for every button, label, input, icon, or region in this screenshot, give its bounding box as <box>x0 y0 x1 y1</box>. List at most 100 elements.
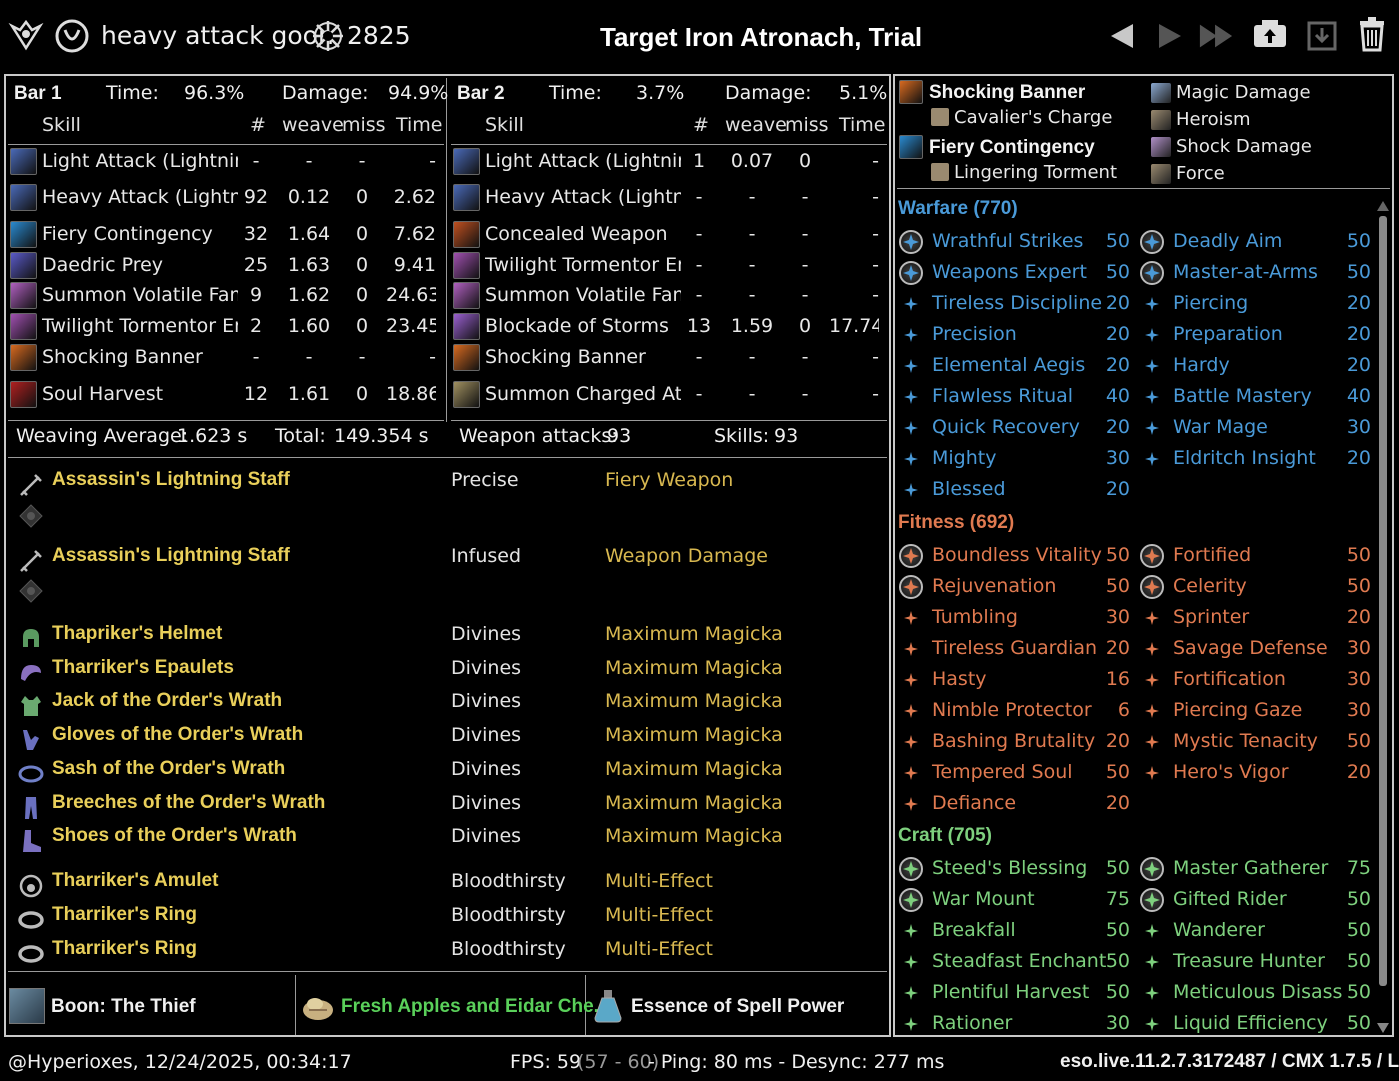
skill-time: - <box>872 186 879 208</box>
star-icon <box>1140 447 1164 471</box>
cp-star-name: Mighty <box>932 447 997 469</box>
skill-weave: - <box>305 150 313 172</box>
star-icon <box>1140 730 1164 754</box>
cp-star-name: Wrathful Strikes <box>932 230 1084 252</box>
skill-weave: - <box>305 346 313 368</box>
skill-time: 18.86 <box>386 383 436 405</box>
class-icon <box>54 18 90 54</box>
skill-count: - <box>695 254 703 276</box>
bar2-label: Bar 2 <box>457 83 505 104</box>
gear-name[interactable]: Assassin's Lightning Staff <box>52 545 290 566</box>
lightning-staff-icon <box>453 184 480 211</box>
fiery-contingency-icon <box>899 135 923 159</box>
skill-weave: 1.60 <box>287 315 331 337</box>
skill-miss: - <box>801 223 809 245</box>
scroll-thumb[interactable] <box>1379 216 1387 986</box>
shocking-banner-icon <box>10 344 37 371</box>
status-bar: @Hyperioxes, 12/24/2025, 00:34:17 FPS: 5… <box>0 1041 1399 1081</box>
cp-star-name: Precision <box>932 323 1017 345</box>
skills-value: 93 <box>774 425 799 447</box>
skill-count: 92 <box>243 186 269 208</box>
star-icon <box>1140 919 1164 943</box>
upload-icon[interactable] <box>1252 16 1288 52</box>
bar1-footer-divider <box>8 420 444 421</box>
gear-name[interactable]: Gloves of the Order's Wrath <box>52 724 304 745</box>
next-fight-icon[interactable] <box>1152 18 1188 54</box>
shoes-icon <box>16 826 46 856</box>
gear-enchant: Maximum Magicka <box>605 657 783 679</box>
status-fps-range: (57 - 60) <box>577 1051 660 1073</box>
cp-star-name: Rationer <box>932 1012 1013 1034</box>
gear-enchant: Fiery Weapon <box>605 469 734 491</box>
fiery-contingency-icon <box>10 221 37 248</box>
gear-trait: Precise <box>451 469 519 491</box>
save-icon[interactable] <box>1304 18 1340 54</box>
star-icon <box>1140 385 1164 409</box>
bar2-col-count: # <box>693 114 709 136</box>
ring-icon <box>16 939 46 969</box>
skill-miss: 0 <box>355 186 369 208</box>
skill-time: - <box>872 346 879 368</box>
weaving-average-value: 1.623 s <box>177 425 248 447</box>
scroll-up-icon[interactable] <box>1376 198 1390 212</box>
cp-star-value: 20 <box>1346 354 1371 376</box>
delete-icon[interactable] <box>1354 16 1390 52</box>
morph-icon <box>931 163 949 181</box>
star-icon <box>1140 292 1164 316</box>
cp-star-value: 50 <box>1105 857 1130 879</box>
skill-weave: 0.12 <box>287 186 331 208</box>
cp-star-name: Rejuvenation <box>932 575 1057 597</box>
gear-trait: Divines <box>451 792 522 814</box>
gear-enchant: Weapon Damage <box>605 545 768 567</box>
skill-miss: - <box>358 346 366 368</box>
skill-count: 12 <box>243 383 269 405</box>
gear-enchant: Maximum Magicka <box>605 724 783 746</box>
gear-name[interactable]: Breeches of the Order's Wrath <box>52 792 326 813</box>
skill-time: - <box>872 150 879 172</box>
skill-count: - <box>695 284 703 306</box>
skill-weave: - <box>748 383 756 405</box>
gear-enchant: Multi-Effect <box>605 904 713 926</box>
gear-name[interactable]: Tharriker's Epaulets <box>52 657 234 678</box>
cp-star-value: 75 <box>1105 888 1130 910</box>
skill-weave: 1.59 <box>730 315 774 337</box>
cp-star-name: Preparation <box>1173 323 1283 345</box>
gear-name[interactable]: Assassin's Lightning Staff <box>52 469 290 490</box>
cp-star-value: 50 <box>1346 981 1371 1003</box>
charged-atronach-icon <box>453 381 480 408</box>
gear-name[interactable]: Thарriker's Helmet <box>52 623 223 644</box>
cp-star-name: Tempered Soul <box>932 761 1073 783</box>
gear-name[interactable]: Jack of the Order's Wrath <box>52 690 283 711</box>
cp-star-name: Tireless Guardian <box>932 637 1098 659</box>
alliance-emblem-icon <box>8 18 44 54</box>
scroll-down-icon[interactable] <box>1376 1020 1390 1034</box>
food-icon <box>301 990 335 1024</box>
bar2-time-value: 3.7% <box>636 82 685 104</box>
gear-name[interactable]: Sash of the Order's Wrath <box>52 758 286 779</box>
previous-fight-icon[interactable] <box>1104 18 1140 54</box>
gear-name[interactable]: Tharriker's Amulet <box>52 870 219 891</box>
cp-star-value: 40 <box>1105 385 1130 407</box>
cp-star-name: Battle Mastery <box>1173 385 1312 407</box>
skill-miss: - <box>801 186 809 208</box>
weapon-attacks-value: 93 <box>607 425 632 447</box>
fight-title: Target Iron Atronach, Trial <box>600 22 923 52</box>
skill-weave: - <box>748 223 756 245</box>
cp-star-name: Fortified <box>1173 544 1252 566</box>
gear-trait: Divines <box>451 758 522 780</box>
gear-name[interactable]: Tharriker's Ring <box>52 904 197 925</box>
gear-name[interactable]: Tharriker's Ring <box>52 938 197 959</box>
jack-icon <box>16 691 46 721</box>
last-fight-icon[interactable] <box>1198 18 1234 54</box>
gear-trait: Bloodthirsty <box>451 870 566 892</box>
buff-icon <box>1151 137 1171 157</box>
bar1-col-skill: Skill <box>42 114 81 136</box>
gear-name[interactable]: Shoes of the Order's Wrath <box>52 825 297 846</box>
cp-star-value: 20 <box>1346 761 1371 783</box>
skill-name: Light Attack (Lightning) <box>485 150 681 172</box>
cp-divider-top <box>897 188 1390 189</box>
skill-name: Fiery Contingency <box>42 223 213 245</box>
cp-scrollbar[interactable] <box>1376 198 1390 1036</box>
bar1-col-miss: miss <box>342 114 386 136</box>
skill-time: - <box>429 150 436 172</box>
